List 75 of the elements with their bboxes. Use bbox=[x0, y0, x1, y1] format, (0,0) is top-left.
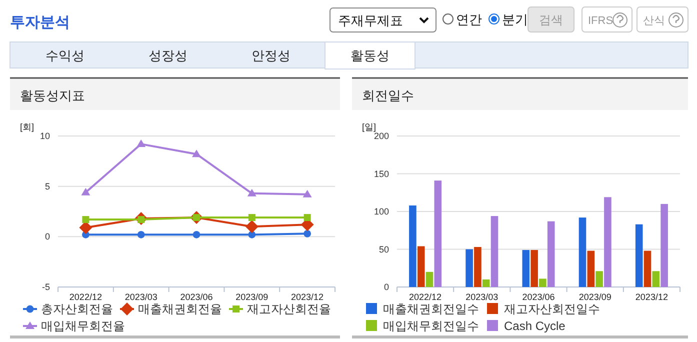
x-tick-label: 2023/12 bbox=[635, 292, 668, 302]
y-tick-label: 100 bbox=[374, 206, 389, 216]
legend-label: 재고자산회전일수 bbox=[504, 302, 600, 316]
point bbox=[137, 230, 145, 238]
legend-label: 매입채무회전일수 bbox=[383, 319, 479, 333]
x-tick-label: 2023/03 bbox=[124, 292, 158, 302]
y-tick-label: -5 bbox=[42, 282, 50, 292]
bar bbox=[466, 249, 473, 287]
y-tick-label: 10 bbox=[40, 131, 50, 141]
bar bbox=[644, 250, 652, 287]
legend-label: 매입채무회전율 bbox=[41, 319, 125, 333]
text: 활동성 bbox=[350, 48, 390, 63]
legend-label: 총자산회전율 bbox=[41, 302, 113, 316]
text: IFRS bbox=[588, 15, 614, 27]
chart-title: 활동성지표 bbox=[20, 88, 85, 103]
x-tick-label: 2023/12 bbox=[291, 292, 324, 302]
y-tick-label: 200 bbox=[374, 131, 389, 141]
y-axis-title: [일] bbox=[362, 122, 376, 132]
point bbox=[192, 230, 200, 238]
bar bbox=[426, 272, 434, 287]
text: 수익성 bbox=[46, 48, 84, 63]
point bbox=[81, 188, 90, 196]
legend-label: Cash Cycle bbox=[504, 319, 566, 333]
point bbox=[302, 190, 312, 198]
x-tick-label: 2023/03 bbox=[466, 292, 498, 302]
chart-title: 회전일수 bbox=[362, 88, 414, 103]
x-tick-label: 2023/09 bbox=[578, 292, 612, 302]
bar bbox=[539, 278, 546, 287]
text: 연간 bbox=[456, 12, 482, 27]
y-tick-label: 150 bbox=[374, 168, 389, 179]
bar bbox=[434, 180, 442, 287]
point bbox=[82, 216, 90, 224]
point bbox=[192, 150, 201, 158]
text: 분기 bbox=[502, 12, 528, 27]
bar bbox=[587, 250, 595, 287]
bar bbox=[604, 197, 612, 287]
y-tick-label: 0 bbox=[384, 282, 389, 292]
point bbox=[247, 188, 256, 196]
text: 투자분석 bbox=[10, 14, 70, 31]
y-tick-label: 5 bbox=[44, 181, 50, 192]
bar bbox=[578, 218, 586, 287]
y-tick-label: 50 bbox=[378, 244, 389, 254]
bar bbox=[482, 279, 490, 287]
text: 주재무제표 bbox=[338, 13, 403, 28]
legend-label: 재고자산회전율 bbox=[247, 302, 331, 316]
bar bbox=[530, 250, 538, 287]
bar bbox=[635, 224, 643, 287]
legend-label: 매출채권회전일수 bbox=[383, 302, 479, 316]
bar bbox=[490, 216, 498, 287]
bar bbox=[522, 250, 530, 287]
x-tick-label: 2023/09 bbox=[236, 292, 268, 302]
y-axis-title: [회] bbox=[20, 122, 34, 132]
text: 검색 bbox=[539, 13, 563, 27]
bar bbox=[474, 246, 482, 287]
x-tick-label: 2023/06 bbox=[180, 292, 213, 302]
point bbox=[304, 230, 311, 238]
legend-label: 매출채권회전율 bbox=[138, 302, 222, 316]
x-tick-label: 2022/12 bbox=[69, 292, 102, 302]
x-tick-label: 2022/12 bbox=[409, 292, 442, 302]
text: 성장성 bbox=[148, 48, 188, 63]
y-tick-label: 0 bbox=[44, 232, 50, 242]
point bbox=[304, 214, 311, 222]
bar bbox=[547, 221, 555, 287]
point bbox=[136, 140, 146, 148]
bar bbox=[660, 204, 668, 287]
x-tick-label: 2023/06 bbox=[522, 292, 555, 302]
bar bbox=[417, 246, 425, 287]
point bbox=[245, 220, 258, 234]
text: 안정성 bbox=[252, 48, 290, 63]
bar bbox=[652, 271, 660, 287]
point bbox=[248, 214, 256, 222]
point bbox=[79, 221, 92, 234]
bar bbox=[596, 271, 603, 287]
bar bbox=[409, 205, 416, 287]
text: 산식 bbox=[643, 15, 665, 27]
